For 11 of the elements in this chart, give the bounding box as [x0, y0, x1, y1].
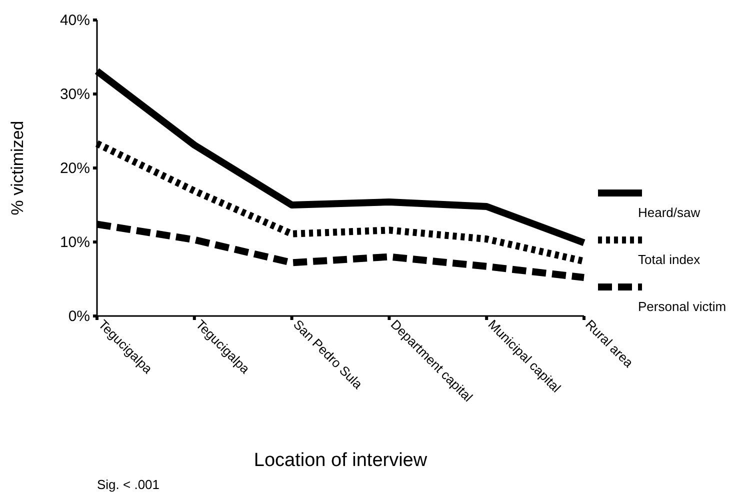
- x-axis-title: Location of interview: [254, 450, 428, 471]
- text: Personal victim: [638, 299, 726, 314]
- y-tick-label: 30%: [60, 86, 90, 103]
- text: Sig. < .001: [97, 477, 160, 492]
- y-tick-label: 40%: [60, 12, 90, 29]
- text: Heard/saw: [638, 205, 701, 220]
- y-tick-label: 0%: [68, 308, 90, 325]
- y-tick-label: 20%: [60, 160, 90, 177]
- y-tick-label: 10%: [60, 234, 90, 251]
- y-axis-title: % victimized: [8, 120, 27, 216]
- text: Total index: [638, 252, 701, 267]
